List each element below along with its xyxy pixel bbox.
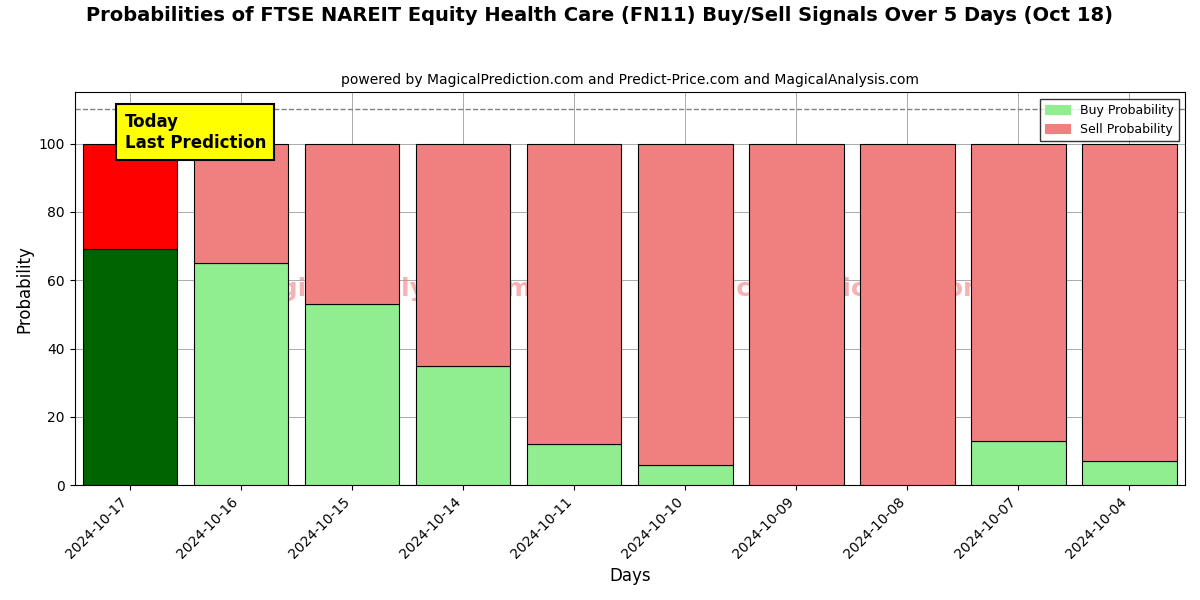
Title: powered by MagicalPrediction.com and Predict-Price.com and MagicalAnalysis.com: powered by MagicalPrediction.com and Pre… xyxy=(341,73,919,87)
Text: MagicalAnalysis.com: MagicalAnalysis.com xyxy=(239,277,533,301)
Bar xyxy=(749,143,844,485)
Bar xyxy=(83,250,178,485)
Bar xyxy=(527,143,622,444)
Bar xyxy=(638,143,732,464)
Text: Today
Last Prediction: Today Last Prediction xyxy=(125,113,266,152)
Bar xyxy=(305,304,400,485)
Bar xyxy=(305,143,400,304)
Bar xyxy=(416,143,510,365)
Bar xyxy=(1082,143,1177,461)
Legend: Buy Probability, Sell Probability: Buy Probability, Sell Probability xyxy=(1040,98,1178,141)
Bar xyxy=(638,464,732,485)
X-axis label: Days: Days xyxy=(610,567,650,585)
Text: Probabilities of FTSE NAREIT Equity Health Care (FN11) Buy/Sell Signals Over 5 D: Probabilities of FTSE NAREIT Equity Heal… xyxy=(86,6,1114,25)
Bar xyxy=(860,143,955,485)
Bar xyxy=(971,143,1066,441)
Bar xyxy=(971,441,1066,485)
Bar xyxy=(83,143,178,250)
Bar xyxy=(527,444,622,485)
Bar xyxy=(1082,461,1177,485)
Bar xyxy=(416,365,510,485)
Text: MagicalPrediction.com: MagicalPrediction.com xyxy=(670,277,990,301)
Bar xyxy=(194,263,288,485)
Y-axis label: Probability: Probability xyxy=(16,245,34,332)
Bar xyxy=(194,143,288,263)
